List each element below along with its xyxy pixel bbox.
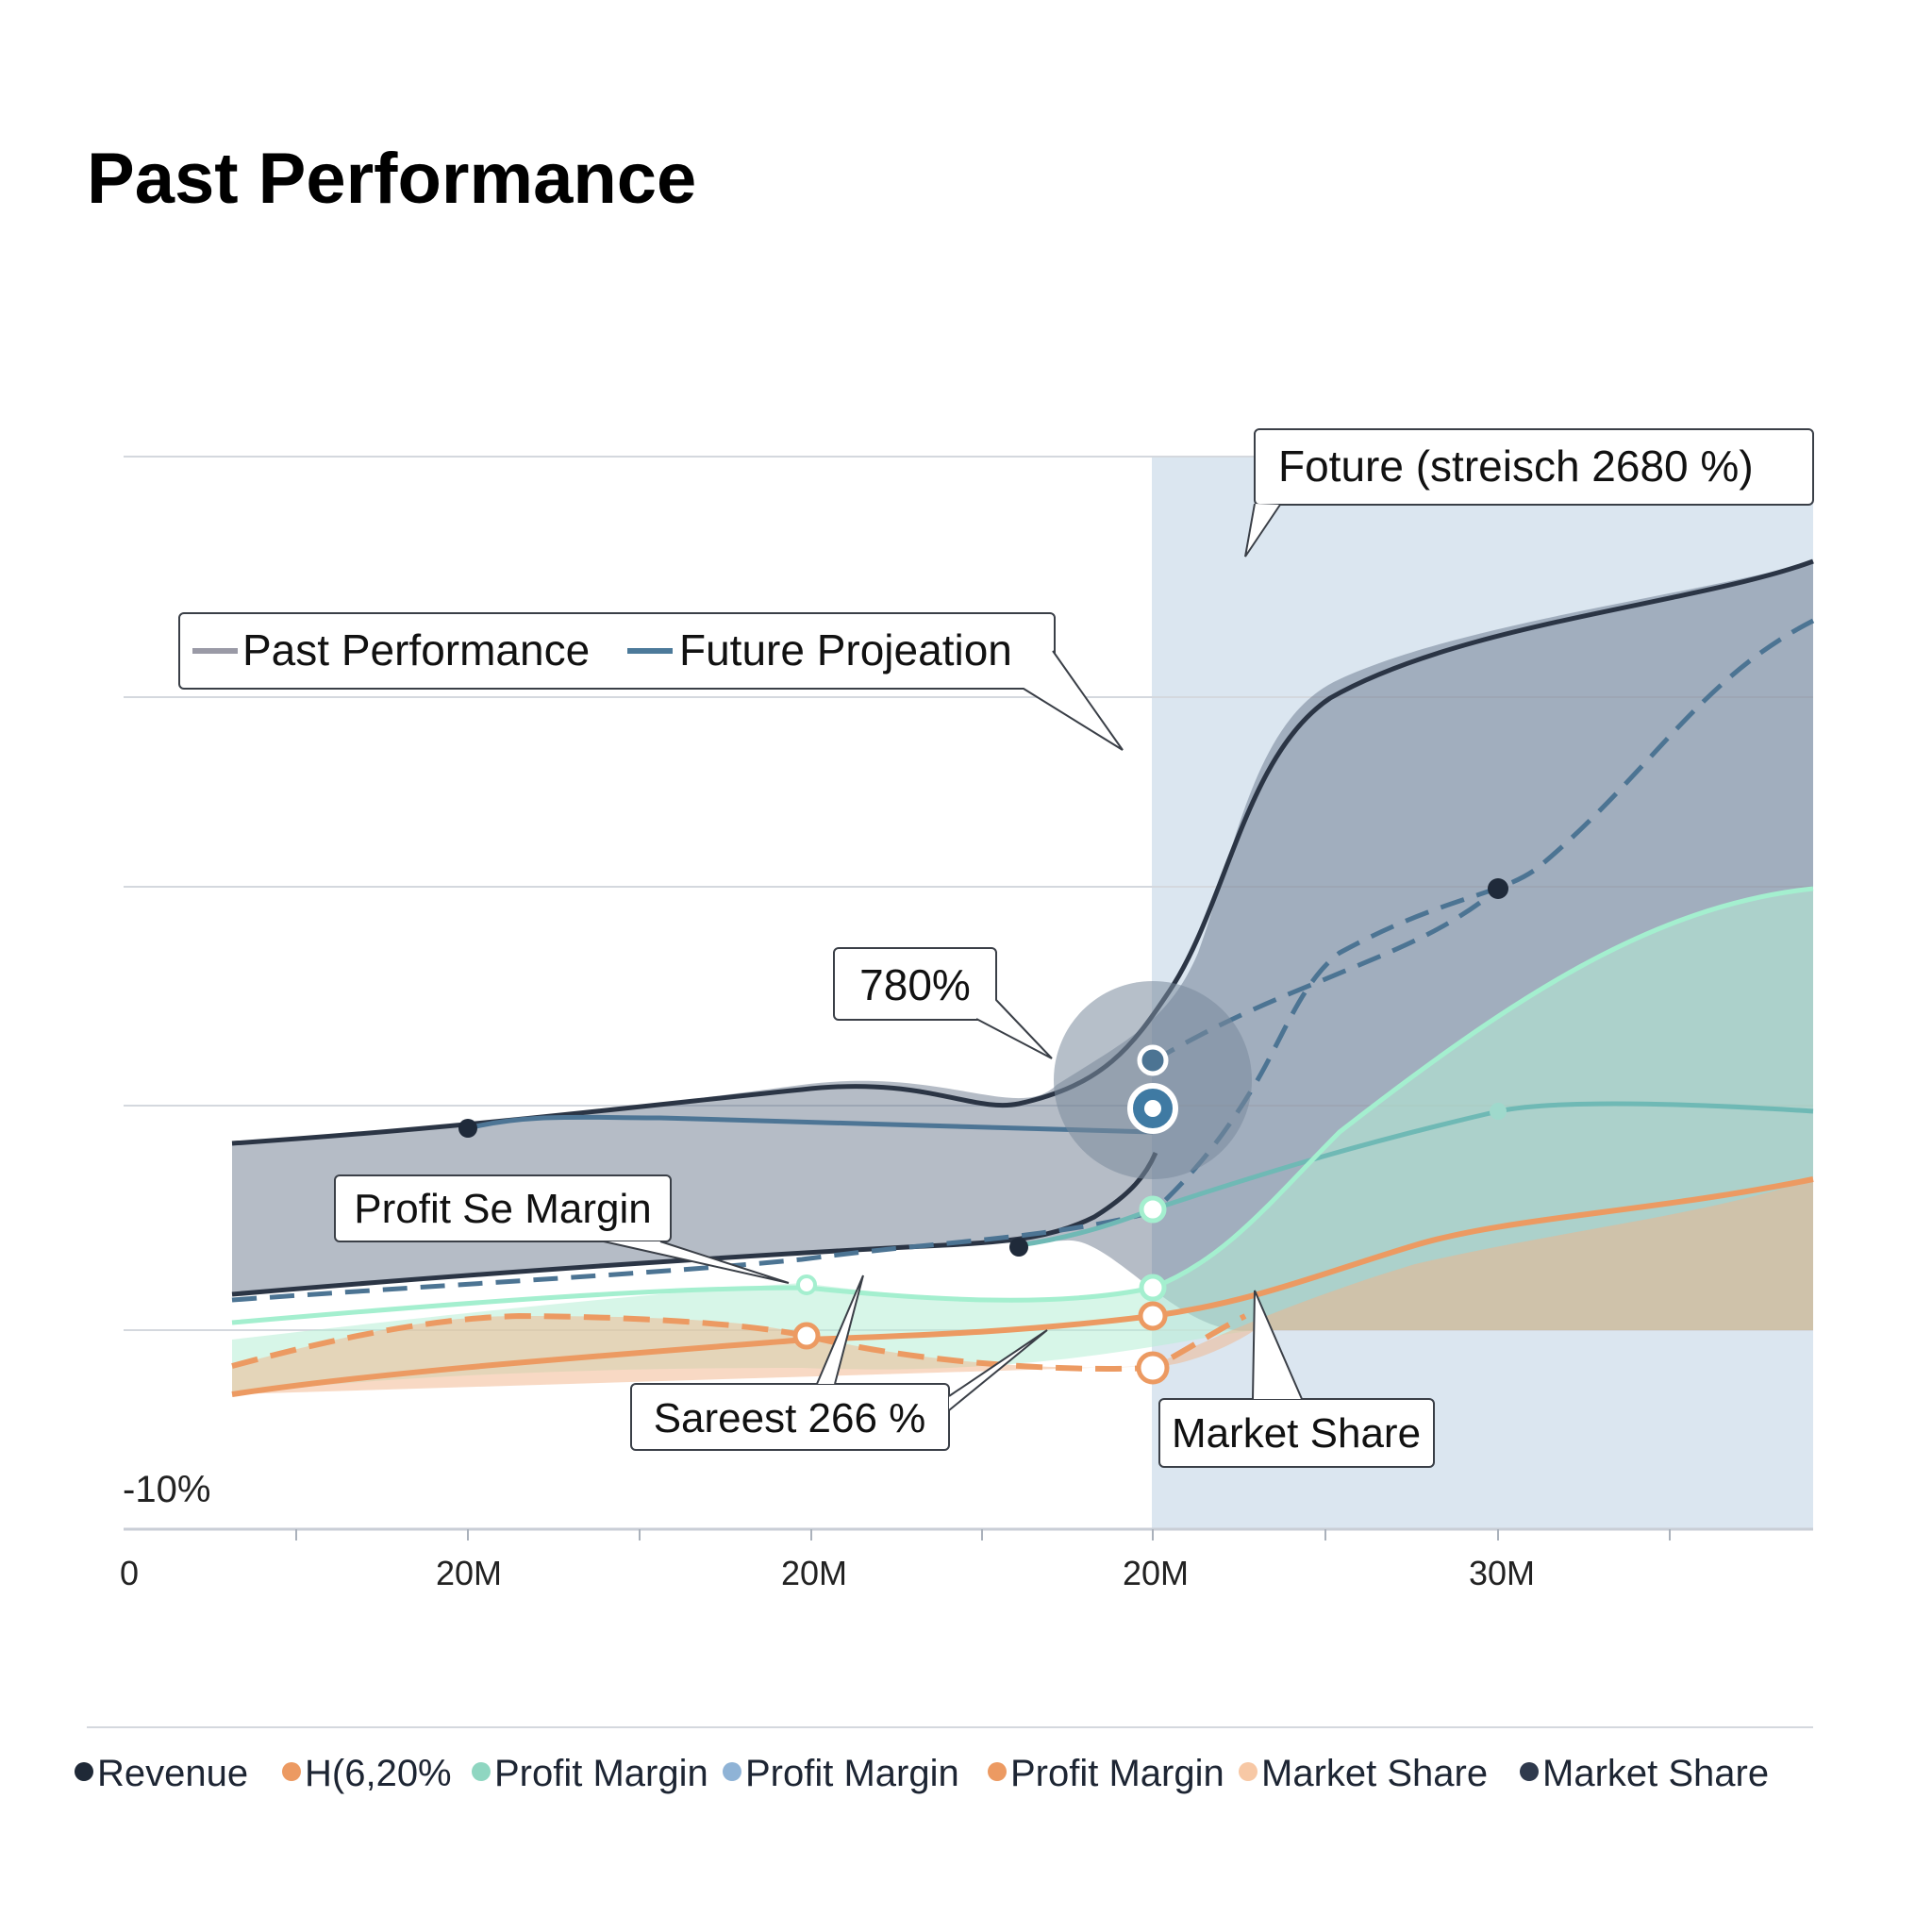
profit-marker: [1139, 1274, 1167, 1302]
callout-future: Foture (streisch 2680 %): [1244, 428, 1814, 558]
past-performance-line: [467, 1114, 1154, 1135]
revenue-marker: [458, 1119, 477, 1138]
x-tick-label: 0: [120, 1554, 139, 1592]
x-tick-label: 20M: [1123, 1554, 1189, 1592]
callout-profit-margin: Profit Se Margin: [334, 1174, 790, 1284]
callout-profit-margin-text: Profit Se Margin: [354, 1186, 651, 1232]
profit-marker: [1490, 1103, 1507, 1120]
market-share-marker: [792, 1322, 821, 1350]
callout-780-text: 780%: [859, 960, 971, 1009]
market-share-area: [232, 1179, 1813, 1394]
marker: [458, 878, 1508, 1385]
teal-profit-line: [1018, 1101, 1814, 1248]
revenue-marker: [1009, 1238, 1028, 1257]
x-axis-ticks: [295, 1529, 1671, 1541]
market-share-marker: [1138, 1301, 1168, 1331]
legend-label: Profit Margin: [1010, 1753, 1224, 1794]
legend-swatch: [472, 1762, 491, 1781]
legend-label: H(6,20%: [305, 1753, 452, 1794]
inner-legend: Past Performance Future Projeation: [178, 612, 1124, 751]
legend-swatch: [75, 1762, 93, 1781]
legend-swatch: [723, 1762, 741, 1781]
callout-market-share-text: Market Share: [1172, 1410, 1421, 1457]
callout-sareest-text: Sareest 266 %: [654, 1395, 926, 1441]
x-tick-label: 30M: [1469, 1554, 1535, 1592]
future-projection-line: [231, 618, 1815, 1303]
callout-future-text: Foture (streisch 2680 %): [1278, 441, 1754, 491]
legend-swatch: [988, 1762, 1007, 1781]
legend-label: Profit Margin: [745, 1753, 959, 1794]
legend-swatch: [282, 1762, 301, 1781]
legend: Revenue H(6,20% Profit Margin Profit Mar…: [75, 1753, 1769, 1794]
projection-marker: [1488, 878, 1508, 899]
legend-label: Revenue: [97, 1753, 248, 1794]
legend-swatch: [1520, 1762, 1539, 1781]
highlight-bubble: [1054, 981, 1252, 1179]
callout-780: 780%: [833, 947, 1053, 1059]
focus-marker-core: [1144, 1100, 1161, 1117]
legend-label: Market Share: [1261, 1753, 1488, 1794]
y-min-label: -10%: [123, 1469, 210, 1510]
callout-market-share: Market Share: [1158, 1290, 1435, 1468]
future-projection-upper-line: [1151, 887, 1500, 1064]
x-tick-label: 20M: [781, 1554, 847, 1592]
market-share-marker: [1136, 1351, 1170, 1385]
callout-sareest: Sareest 266 %: [630, 1274, 1048, 1451]
legend-label: Profit Margin: [494, 1753, 708, 1794]
legend-label: Market Share: [1542, 1753, 1769, 1794]
profit-marker: [1139, 1195, 1167, 1224]
market-share-solid-line: [231, 1176, 1814, 1397]
focus-marker-small: [1137, 1044, 1169, 1076]
inner-legend-label: Past Performance: [242, 625, 590, 675]
profit-marker: [796, 1274, 817, 1295]
x-tick-label: 20M: [436, 1554, 502, 1592]
inner-legend-label: Future Projeation: [679, 625, 1012, 675]
legend-swatch: [1239, 1762, 1257, 1781]
chart-title: Past Performance: [87, 139, 696, 219]
